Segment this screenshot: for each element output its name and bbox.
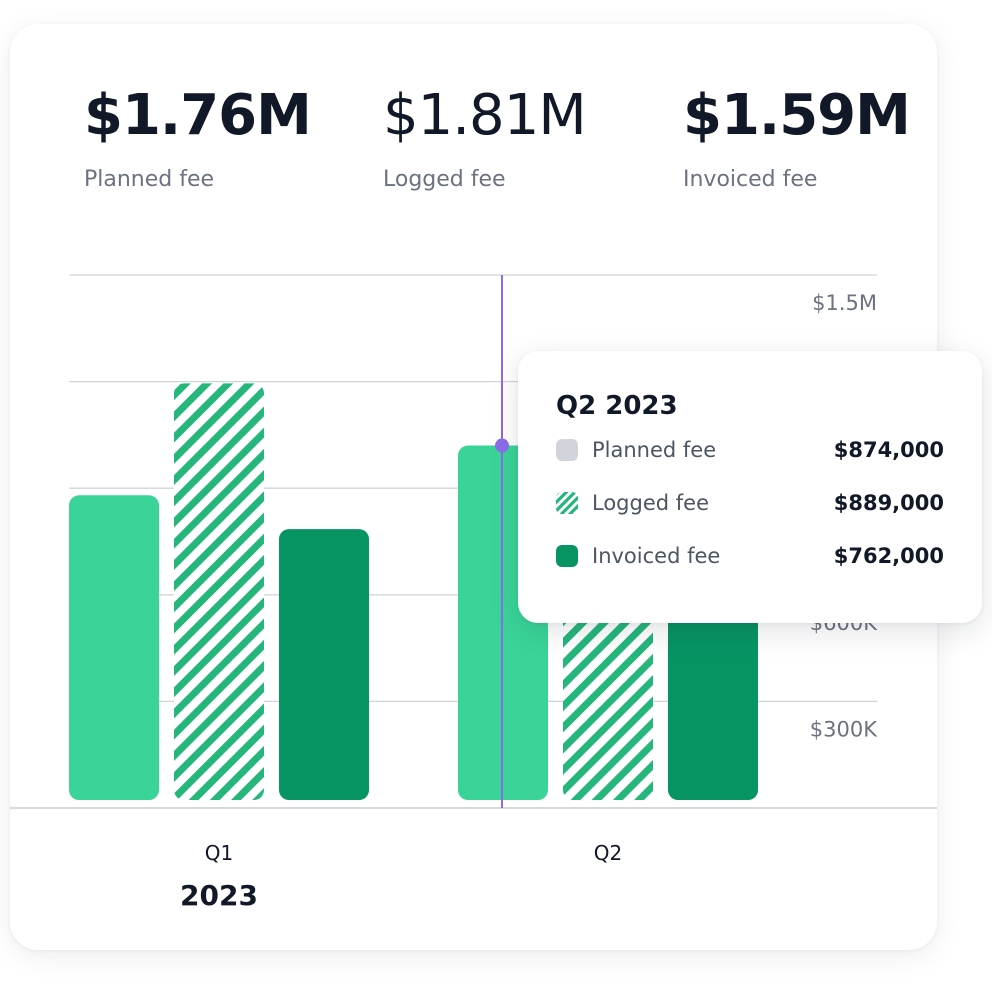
planned-fee-stat: $1.76M Planned fee xyxy=(84,83,312,194)
tooltip-row-value: $874,000 xyxy=(833,437,944,462)
tooltip-row-label: Invoiced fee xyxy=(592,543,721,568)
x-group-label: 2023 xyxy=(180,879,258,912)
planned-fee-label: Planned fee xyxy=(84,167,215,192)
chart-tooltip: Q2 2023 Planned fee $874,000 Logged fee … xyxy=(518,351,982,623)
invoiced-fee-label: Invoiced fee xyxy=(683,167,818,192)
hover-point xyxy=(495,438,509,453)
logged-swatch-icon xyxy=(556,491,578,514)
invoiced-fee-stat: $1.59M Invoiced fee xyxy=(683,83,911,194)
invoiced-swatch-icon xyxy=(556,544,578,567)
logged-fee-label: Logged fee xyxy=(383,167,506,192)
y-tick-label: $1.5M xyxy=(812,291,877,315)
x-category-label: Q1 xyxy=(205,841,233,865)
tooltip-row-value: $889,000 xyxy=(833,490,944,515)
tooltip-row-logged: Logged fee $889,000 xyxy=(556,476,944,529)
bar-planned xyxy=(69,495,159,800)
tooltip-title: Q2 2023 xyxy=(556,391,678,421)
x-category-label: Q2 xyxy=(594,841,622,865)
logged-fee-total: $1.81M xyxy=(383,83,587,148)
tooltip-row-invoiced: Invoiced fee $762,000 xyxy=(556,529,944,582)
bar-logged xyxy=(174,383,264,800)
tooltip-row-label: Planned fee xyxy=(592,437,717,462)
invoiced-fee-total: $1.59M xyxy=(683,83,911,148)
y-tick-label: $300K xyxy=(810,717,878,741)
planned-fee-total: $1.76M xyxy=(84,83,312,148)
tooltip-row-value: $762,000 xyxy=(833,543,944,568)
planned-swatch-icon xyxy=(556,438,578,461)
bar-invoiced xyxy=(279,529,369,800)
logged-fee-stat: $1.81M Logged fee xyxy=(383,83,587,194)
tooltip-row-label: Logged fee xyxy=(592,490,709,515)
tooltip-row-planned: Planned fee $874,000 xyxy=(556,423,944,476)
